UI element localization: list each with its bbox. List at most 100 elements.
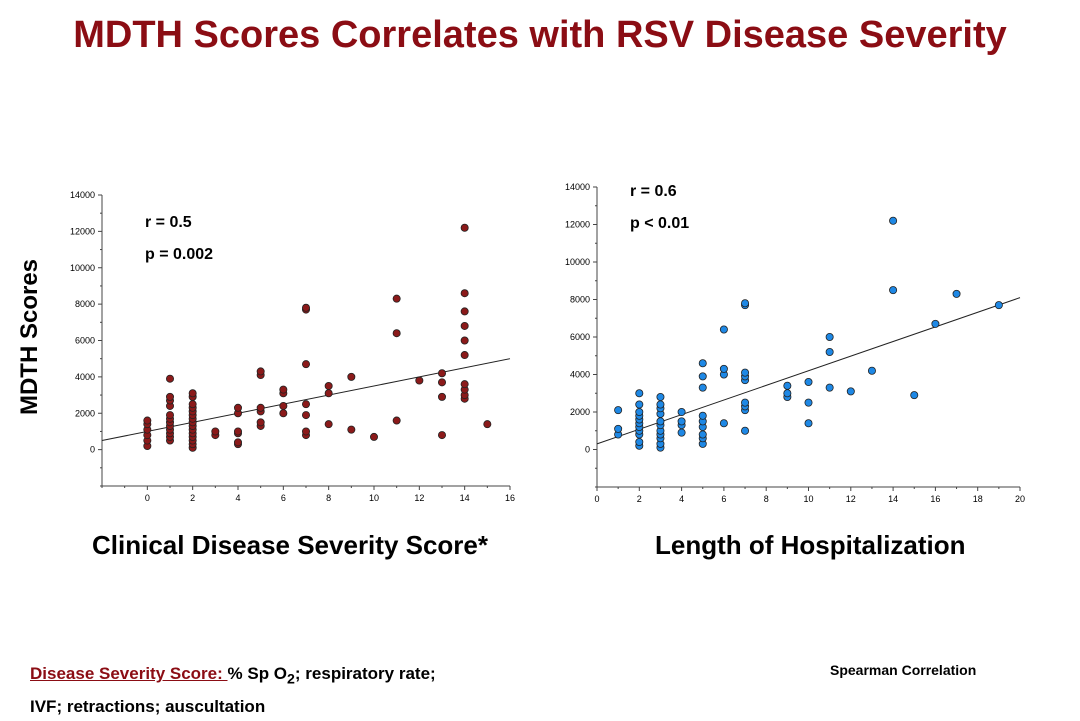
severity-x-tick-label: 6 [281,493,286,503]
footnote-text-a: % Sp O [227,664,288,683]
severity-y-tick-label: 2000 [75,408,95,418]
hospitalization-x-tick-label: 20 [1015,494,1025,504]
hospitalization-data-point [698,430,707,439]
severity-x-tick-label: 10 [369,493,379,503]
hospitalization-data-point [656,417,665,426]
hospitalization-x-tick-label: 12 [846,494,856,504]
hospitalization-data-point [698,383,707,392]
severity-data-point [392,416,401,425]
hospitalization-data-point [804,419,813,428]
hospitalization-data-point [741,426,750,435]
severity-data-point [437,431,446,440]
hospitalization-data-point [804,377,813,386]
severity-data-point [460,380,469,389]
hospitalization-data-point [889,286,898,295]
hospitalization-y-tick-label: 2000 [570,407,590,417]
hospitalization-data-point [635,437,644,446]
severity-y-tick-label: 6000 [75,336,95,346]
hospitalization-data-point [635,400,644,409]
hospitalization-data-point [677,428,686,437]
hospitalization-x-tick-label: 8 [764,494,769,504]
hospitalization-data-point [635,407,644,416]
hospitalization-data-point [614,424,623,433]
hospitalization-data-point [698,411,707,420]
hospitalization-y-tick-label: 10000 [565,257,590,267]
severity-data-point [301,427,310,436]
severity-data-point [233,427,242,436]
footnote-subscript: 2 [287,671,295,688]
severity-y-tick-label: 12000 [70,226,95,236]
severity-x-tick-label: 2 [190,493,195,503]
hospitalization-data-point [656,400,665,409]
hospitalization-x-tick-label: 16 [930,494,940,504]
hospitalization-y-tick-label: 0 [585,445,590,455]
severity-data-point [301,360,310,369]
severity-data-point [324,381,333,390]
severity-data-point [233,438,242,447]
severity-data-point [460,321,469,330]
severity-y-tick-label: 4000 [75,372,95,382]
severity-data-point [369,432,378,441]
severity-data-point [301,411,310,420]
hospitalization-x-tick-label: 18 [973,494,983,504]
hospitalization-data-point [677,407,686,416]
hospitalization-trend-line [596,297,1021,445]
x-axis-title-hospitalization: Length of Hospitalization [655,530,966,560]
severity-data-point [347,425,356,434]
hospitalization-data-point [741,398,750,407]
hospitalization-data-point [867,366,876,375]
severity-y-tick-label: 8000 [75,299,95,309]
hospitalization-data-point [677,417,686,426]
severity-data-point [301,303,310,312]
severity-data-point [279,401,288,410]
hospitalization-data-point [931,319,940,328]
footnote: Disease Severity Score: % Sp O2; respira… [30,660,436,721]
severity-data-point [143,416,152,425]
severity-x-tick-label: 0 [145,493,150,503]
hospitalization-data-point [783,389,792,398]
hospitalization-x-tick-label: 0 [594,494,599,504]
hospitalization-data-point [698,359,707,368]
hospitalization-y-tick-label: 14000 [565,182,590,192]
severity-data-point [256,418,265,427]
severity-x-tick-label: 4 [235,493,240,503]
severity-data-point [233,403,242,412]
severity-x-tick-label: 14 [460,493,470,503]
hospitalization-stat-annotation: r = 0.6 [630,183,677,200]
severity-data-point [392,329,401,338]
footnote-label: Disease Severity Score: [30,664,228,683]
severity-stat-annotation: r = 0.5 [145,214,192,231]
hospitalization-data-point [825,383,834,392]
hospitalization-data-point [952,289,961,298]
severity-data-point [437,369,446,378]
severity-data-point [483,420,492,429]
hospitalization-data-point [635,389,644,398]
severity-data-point [324,420,333,429]
severity-y-tick-label: 0 [90,445,95,455]
footnote-line-2: IVF; retractions; auscultation [30,697,266,717]
slide-title: MDTH Scores Correlates with RSV Disease … [73,14,1007,56]
severity-data-point [347,372,356,381]
hospitalization-data-point [719,325,728,334]
severity-x-tick-label: 12 [414,493,424,503]
hospitalization-data-point [825,332,834,341]
severity-x-tick-label: 8 [326,493,331,503]
severity-data-point [460,307,469,316]
footnote-text-b: ; respiratory rate; [294,664,436,683]
hospitalization-x-tick-label: 6 [721,494,726,504]
hospitalization-data-point [783,381,792,390]
hospitalization-data-point [614,406,623,415]
hospitalization-x-tick-label: 4 [679,494,684,504]
hospitalization-data-point [910,391,919,400]
hospitalization-scatter-chart: 0 2000 4000 6000 8000 10000 12000 14000 0 2 4 6 8 10 1… [565,182,1025,504]
hospitalization-data-point [741,299,750,308]
severity-y-tick-label: 10000 [70,263,95,273]
severity-data-point [460,351,469,360]
severity-data-point [165,392,174,401]
severity-data-point [165,374,174,383]
severity-data-point [437,378,446,387]
severity-data-point [415,376,424,385]
severity-data-point [301,400,310,409]
severity-data-point [392,294,401,303]
hospitalization-data-point [656,392,665,401]
